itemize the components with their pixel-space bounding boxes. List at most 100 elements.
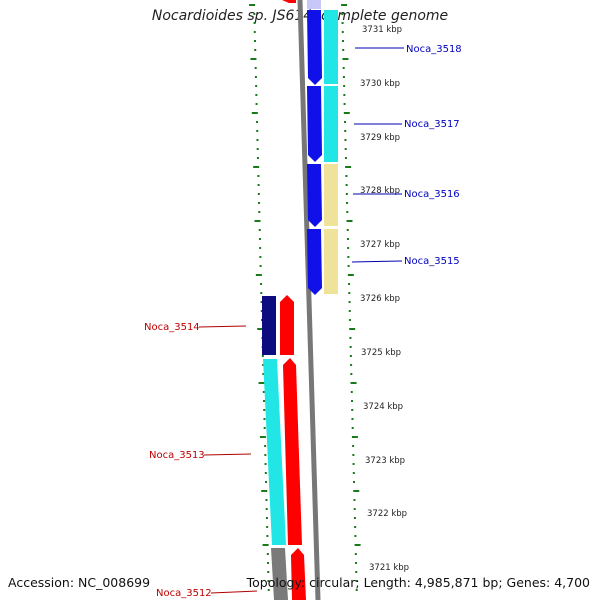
gene-label-noca-3513[interactable]: Noca_3513 [149, 450, 205, 461]
tick-dot [345, 175, 348, 177]
kbp-label: 3722 kbp [367, 509, 407, 519]
tick-dot [348, 310, 351, 312]
gene-label-noca-3518[interactable]: Noca_3518 [406, 44, 462, 55]
cog-bar-noca-3516 [324, 164, 338, 226]
tick-dot [353, 499, 356, 501]
tick-dot [348, 301, 351, 303]
tick-dot [355, 562, 358, 564]
tick-dot [354, 553, 357, 555]
kbp-label: 3725 kbp [361, 348, 401, 358]
tick-dot [344, 130, 347, 132]
kbp-label: 3726 kbp [360, 294, 400, 304]
tick-dot [264, 445, 267, 447]
tick-dot [343, 112, 350, 114]
tick-dot [254, 49, 257, 51]
tick-dot [349, 355, 352, 357]
tick-dot [354, 544, 361, 546]
gene-labels: Noca_3518 Noca_3517 Noca_3516 Noca_3515 … [144, 44, 462, 599]
tick-dot [353, 508, 356, 510]
tick-dot [348, 283, 351, 285]
tick-dot [342, 58, 349, 60]
tick-dot [345, 166, 352, 168]
tick-dot [259, 247, 262, 249]
tick-dot [255, 103, 258, 105]
kbp-label: 3727 kbp [360, 240, 400, 250]
tick-dot [351, 409, 354, 411]
tick-dot [347, 274, 354, 276]
gene-label-noca-3512[interactable]: Noca_3512 [156, 588, 212, 599]
cog-bar-noca-3514 [262, 296, 276, 355]
tick-dot [265, 499, 268, 501]
tick-dot [263, 400, 265, 402]
tick-dot [350, 382, 357, 384]
tick-dot [349, 328, 356, 330]
gene-arrow-noca-3517[interactable] [307, 86, 322, 162]
tick-dot [342, 49, 345, 51]
tick-dot [341, 13, 344, 15]
gene-label-noca-3514[interactable]: Noca_3514 [144, 322, 200, 333]
tick-dot [349, 346, 352, 348]
tick-dot [262, 373, 265, 375]
tick-dot [352, 472, 355, 474]
tick-dot [353, 490, 360, 492]
leader-line [351, 260, 403, 263]
cog-bar-noca-3513 [263, 359, 286, 545]
tick-dot [255, 274, 262, 276]
tick-dot [348, 292, 351, 294]
topology-text: Topology: circular; Length: 4,985,871 bp… [246, 575, 590, 590]
tick-dot [354, 526, 357, 528]
tick-dot [263, 418, 266, 420]
gene-arrow-noca-3515[interactable] [307, 229, 322, 295]
tick-dot [262, 391, 265, 393]
leader-line [203, 453, 252, 456]
tick-dot [257, 328, 264, 330]
tick-dot [351, 400, 353, 402]
gene-arrow-noca-3512[interactable] [291, 548, 306, 600]
tick-dot [256, 121, 259, 123]
tick-dot [265, 517, 268, 519]
tick-dot [341, 22, 344, 24]
tick-dot [253, 166, 260, 168]
tick-dot [256, 139, 259, 141]
gene-arrow-noca-3513[interactable] [283, 358, 302, 545]
tick-dot [256, 148, 259, 150]
tick-dot [267, 580, 270, 582]
kbp-label: 3721 kbp [369, 563, 409, 573]
gene-arrow-noca-3518[interactable] [307, 10, 322, 85]
tick-dot [350, 364, 353, 366]
tick-dot [261, 355, 264, 357]
gene-arrow-noca-3516[interactable] [307, 164, 322, 227]
tick-dot [355, 589, 358, 591]
tick-dot [255, 85, 258, 87]
tick-dot [349, 337, 352, 339]
tick-dot [344, 139, 347, 141]
gene-label-noca-3515[interactable]: Noca_3515 [404, 256, 460, 267]
tick-dot [347, 256, 350, 258]
tick-dot [266, 553, 269, 555]
tick-dot [260, 301, 263, 303]
tick-dot [266, 535, 269, 537]
cog-bar-top [307, 0, 321, 9]
tick-dot [342, 67, 345, 69]
cog-bar-noca-3517 [324, 86, 338, 162]
tick-dot [258, 238, 261, 240]
gene-arrow-noca-3514[interactable] [280, 295, 294, 355]
gene-label-noca-3517[interactable]: Noca_3517 [404, 119, 460, 130]
tick-dot [257, 175, 260, 177]
tick-dot [254, 220, 261, 222]
tick-dot [353, 517, 356, 519]
tick-dot [345, 193, 348, 195]
tick-dot [264, 472, 267, 474]
tick-dot [345, 184, 348, 186]
tick-dot [256, 130, 259, 132]
tick-dot [267, 571, 270, 573]
tick-dot [344, 148, 347, 150]
gene-label-noca-3516[interactable]: Noca_3516 [404, 189, 460, 200]
tick-dot [264, 463, 267, 465]
tick-dot [348, 319, 351, 321]
tick-dot [258, 229, 261, 231]
tick-dot [346, 211, 349, 213]
backbone [297, 0, 321, 600]
tick-dot [267, 562, 270, 564]
